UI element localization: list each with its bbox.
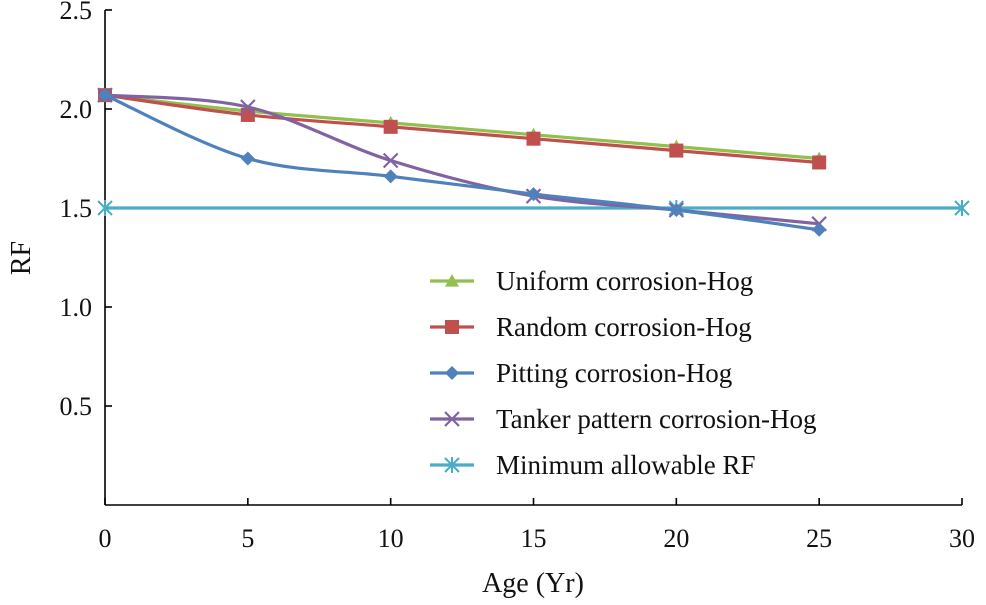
legend-swatch-marker bbox=[445, 320, 459, 334]
data-point bbox=[812, 155, 827, 170]
legend-label: Tanker pattern corrosion-Hog bbox=[496, 404, 817, 434]
data-point bbox=[954, 200, 970, 216]
data-point bbox=[97, 200, 113, 216]
square-marker-shape bbox=[240, 107, 255, 122]
series-line bbox=[103, 93, 821, 165]
legend-swatch-marker bbox=[444, 411, 460, 427]
x-marker-stroke bbox=[444, 411, 460, 427]
legend-item: Pitting corrosion-Hog bbox=[430, 358, 732, 388]
x-tick-label: 15 bbox=[521, 524, 547, 553]
triangle-marker-shape bbox=[445, 274, 459, 287]
y-tick-label: 0.5 bbox=[60, 392, 93, 421]
ticks: 0 5 10 15 20 25 30 0.5 1.0 1.5 2.0 2.5 bbox=[60, 0, 976, 553]
square-marker-shape bbox=[526, 131, 541, 146]
series-pitting-corrosion-hog bbox=[98, 88, 827, 237]
data-point bbox=[669, 143, 684, 158]
legend-label: Minimum allowable RF bbox=[496, 450, 756, 480]
legend-label: Uniform corrosion-Hog bbox=[496, 266, 753, 296]
diamond-marker-shape bbox=[526, 187, 541, 202]
x-tick-label: 20 bbox=[663, 524, 689, 553]
x-tick-label: 0 bbox=[99, 524, 112, 553]
diamond-marker-shape bbox=[98, 88, 112, 103]
data-point bbox=[383, 119, 398, 134]
data-point bbox=[240, 107, 255, 122]
series-line bbox=[103, 93, 821, 232]
legend-swatch-marker bbox=[445, 366, 459, 380]
x-axis-label: Age (Yr) bbox=[482, 568, 584, 599]
diamond-marker-shape bbox=[240, 151, 255, 166]
y-tick-label: 2.5 bbox=[60, 0, 93, 25]
data-point bbox=[240, 99, 256, 115]
series-minimum-allowable-rf bbox=[97, 200, 970, 216]
legend-item: Minimum allowable RF bbox=[430, 450, 756, 480]
legend-label: Pitting corrosion-Hog bbox=[496, 358, 732, 388]
legend-swatch-marker bbox=[445, 274, 459, 287]
data-point bbox=[812, 222, 827, 237]
legend: Uniform corrosion-Hog Random corrosion-Ho… bbox=[430, 266, 817, 480]
series-line bbox=[103, 93, 821, 161]
diamond-marker-shape bbox=[445, 366, 459, 380]
x-marker-stroke bbox=[240, 99, 256, 115]
y-tick-label: 1.5 bbox=[60, 194, 93, 223]
data-point bbox=[526, 131, 541, 146]
data-point bbox=[98, 88, 112, 103]
x-marker-stroke bbox=[382, 152, 399, 169]
square-marker-shape bbox=[669, 143, 684, 158]
data-point bbox=[526, 187, 541, 202]
square-marker-shape bbox=[445, 320, 459, 334]
square-marker-shape bbox=[812, 155, 827, 170]
y-tick-label: 2.0 bbox=[60, 95, 93, 124]
diamond-marker-shape bbox=[383, 169, 398, 184]
x-tick-label: 10 bbox=[378, 524, 404, 553]
diamond-marker-shape bbox=[669, 202, 684, 217]
legend-item: Uniform corrosion-Hog bbox=[430, 266, 753, 296]
square-marker-shape bbox=[383, 119, 398, 134]
legend-swatch-marker bbox=[444, 457, 460, 473]
series-line bbox=[103, 93, 821, 226]
data-point bbox=[240, 151, 255, 166]
data-point bbox=[383, 169, 398, 184]
x-tick-label: 30 bbox=[949, 524, 975, 553]
legend-label: Random corrosion-Hog bbox=[496, 312, 752, 342]
legend-item: Random corrosion-Hog bbox=[430, 312, 752, 342]
legend-item: Tanker pattern corrosion-Hog bbox=[430, 404, 817, 434]
x-tick-label: 5 bbox=[241, 524, 254, 553]
y-axis-label: RF bbox=[6, 241, 37, 275]
data-point bbox=[669, 202, 684, 217]
data-point bbox=[382, 152, 399, 169]
y-tick-label: 1.0 bbox=[60, 293, 93, 322]
diamond-marker-shape bbox=[812, 222, 827, 237]
series-layer bbox=[97, 87, 970, 237]
x-tick-label: 25 bbox=[806, 524, 832, 553]
series-random-corrosion-hog bbox=[98, 88, 827, 170]
